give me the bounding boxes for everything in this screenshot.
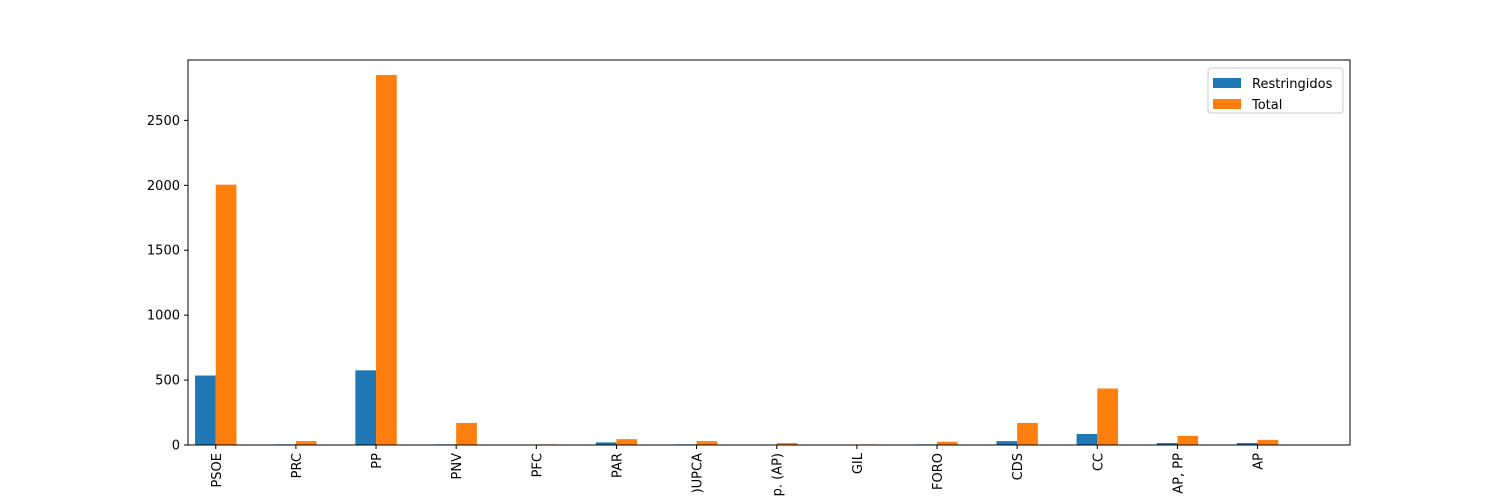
bar-total-12 — [1177, 435, 1199, 445]
x-tick-label: PFC — [530, 453, 545, 477]
x-tick-label: FORO — [931, 453, 946, 490]
x-tick-label: GIL — [851, 452, 866, 474]
legend: Restringidos Total — [1207, 67, 1344, 114]
bar-total-10 — [1017, 422, 1038, 445]
bar-total-1 — [295, 441, 317, 445]
x-tick-label: PAR — [610, 453, 625, 478]
bar-restringidos-10 — [996, 441, 1018, 445]
y-tick-label: 2500 — [147, 114, 180, 129]
bar-restringidos-11 — [1076, 433, 1098, 445]
legend-label-total: Total — [1251, 98, 1282, 113]
y-axis: 0 500 1000 1500 2000 2500 — [147, 114, 188, 454]
bar-total-2 — [376, 74, 397, 445]
bar-total-9 — [937, 441, 958, 445]
legend-label-restringidos: Restringidos — [1252, 77, 1333, 92]
y-tick-label: 1000 — [147, 309, 180, 324]
bar-total-11 — [1097, 388, 1118, 445]
bar-total-7 — [776, 443, 798, 445]
bar-restringidos-0 — [195, 375, 216, 445]
bar-total-3 — [456, 422, 477, 445]
legend-swatch-total — [1213, 99, 1241, 109]
y-tick-label: 2000 — [147, 179, 180, 194]
bar-restringidos-13 — [1236, 443, 1258, 445]
y-tick-label: 0 — [172, 439, 180, 454]
legend-swatch-restringidos — [1213, 78, 1241, 88]
x-tick-label: p. (AP) — [771, 453, 786, 496]
bar-restringidos-12 — [1156, 443, 1178, 445]
bar-restringidos-2 — [355, 370, 377, 445]
x-tick-label: )UPCA — [691, 453, 706, 494]
bar-total-6 — [696, 441, 718, 445]
y-tick-label: 500 — [155, 374, 180, 389]
x-tick-label: CDS — [1011, 453, 1026, 480]
x-axis: PSOE PRC PP PNV PFC PAR )UPCA p. (AP) GIL FORO CDS… — [210, 445, 1267, 496]
y-tick-label: 1500 — [147, 244, 180, 259]
bar-total-0 — [215, 184, 237, 445]
x-tick-label: PNV — [450, 453, 465, 480]
bars-group — [195, 74, 1279, 445]
bar-restringidos-5 — [595, 442, 617, 445]
x-tick-label: CC — [1091, 453, 1106, 471]
x-tick-label: AP — [1252, 453, 1267, 470]
bar-total-13 — [1257, 439, 1279, 445]
x-tick-label: PP — [370, 453, 385, 469]
plot-frame — [187, 59, 1351, 446]
bar-total-5 — [616, 439, 638, 445]
legend-box — [1207, 67, 1344, 114]
x-tick-label: PSOE — [210, 453, 225, 488]
x-tick-label: AP, PP — [1171, 453, 1186, 494]
x-tick-label: PRC — [290, 453, 305, 478]
